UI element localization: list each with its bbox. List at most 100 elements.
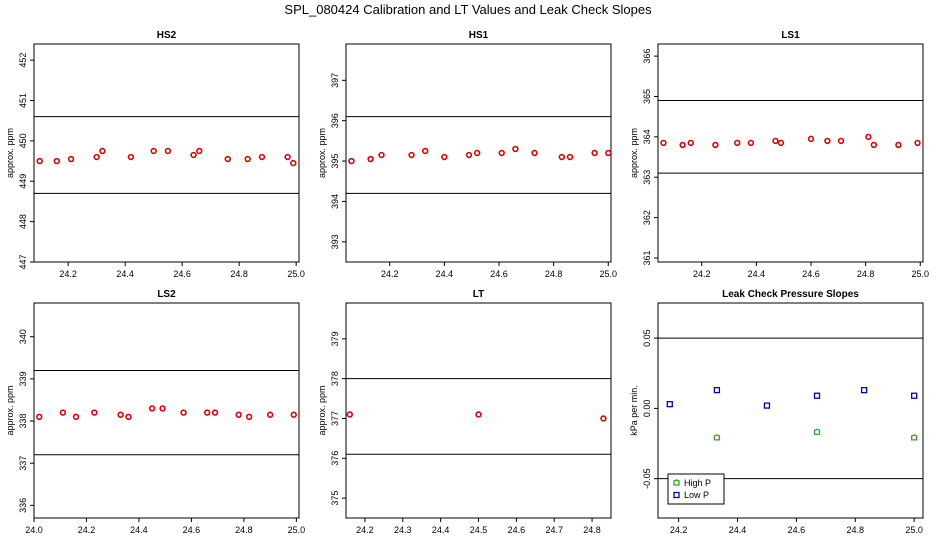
data-point bbox=[244, 155, 251, 163]
y-tick-label: 449 bbox=[18, 174, 28, 189]
y-tick-label: 365 bbox=[642, 89, 652, 104]
x-tick-label: 24.8 bbox=[230, 269, 248, 279]
y-tick-label: 396 bbox=[330, 113, 340, 128]
data-point bbox=[914, 139, 921, 147]
data-point bbox=[164, 147, 172, 155]
data-point bbox=[190, 151, 197, 159]
y-tick-label: 363 bbox=[642, 170, 652, 185]
y-tick-label: 336 bbox=[18, 498, 28, 513]
y-axis-label: kPa per min. bbox=[629, 385, 639, 436]
x-tick-label: 24.8 bbox=[545, 269, 563, 279]
legend-marker bbox=[673, 491, 680, 499]
data-point bbox=[465, 151, 473, 159]
data-point bbox=[679, 141, 686, 149]
data-point bbox=[860, 386, 868, 394]
data-point bbox=[127, 153, 135, 161]
y-tick-label: 0.00 bbox=[642, 400, 652, 418]
x-tick-label: 24.2 bbox=[381, 269, 399, 279]
data-point bbox=[180, 409, 187, 416]
data-point bbox=[196, 147, 203, 155]
data-point bbox=[346, 411, 353, 418]
panel-title: LT bbox=[473, 289, 484, 300]
x-tick-label: 24.4 bbox=[130, 525, 148, 535]
y-tick-label: 0.05 bbox=[642, 329, 652, 347]
panel-title: LS2 bbox=[157, 289, 176, 300]
x-tick-label: 24.6 bbox=[183, 525, 201, 535]
data-point bbox=[865, 133, 872, 141]
data-point bbox=[348, 157, 355, 165]
y-axis-label: approx. ppm bbox=[5, 128, 15, 178]
data-point bbox=[150, 147, 157, 155]
y-axis-label: approx. ppm bbox=[317, 128, 327, 178]
y-tick-label: 366 bbox=[642, 49, 652, 64]
data-point bbox=[763, 402, 771, 409]
x-tick-label: 24.0 bbox=[25, 525, 43, 535]
y-tick-label: 397 bbox=[330, 73, 340, 88]
panel-hs1: HS1 24.2 24.4 24.6 24.8 25.0 393 394 395 396 397 ap… bbox=[317, 30, 617, 279]
x-tick-label: 24.2 bbox=[356, 525, 374, 535]
y-tick-label: 379 bbox=[330, 331, 340, 346]
x-tick-label: 24.8 bbox=[583, 525, 601, 535]
panel-title: LS1 bbox=[781, 30, 800, 41]
y-tick-label: 339 bbox=[18, 371, 28, 386]
y-tick-label: 378 bbox=[330, 371, 340, 386]
data-point bbox=[422, 147, 429, 155]
legend-label: Low P bbox=[684, 490, 709, 500]
x-tick-label: 25.0 bbox=[287, 269, 305, 279]
y-axis-label: approx. ppm bbox=[317, 385, 327, 435]
y-tick-label: 452 bbox=[18, 53, 28, 68]
data-point bbox=[747, 139, 755, 147]
data-point bbox=[772, 137, 779, 145]
data-point bbox=[600, 415, 607, 422]
plot-frame bbox=[345, 302, 612, 519]
x-tick-label: 24.4 bbox=[748, 269, 766, 279]
y-tick-label: 376 bbox=[330, 451, 340, 466]
data-point bbox=[245, 413, 253, 421]
data-point bbox=[591, 149, 598, 157]
data-point bbox=[211, 409, 219, 416]
data-point bbox=[605, 149, 612, 157]
data-point bbox=[870, 141, 878, 149]
data-point bbox=[498, 149, 505, 157]
plot-frame bbox=[33, 302, 300, 519]
x-tick-label: 24.6 bbox=[173, 269, 191, 279]
data-point bbox=[660, 139, 667, 147]
x-tick-label: 24.6 bbox=[508, 525, 526, 535]
panel-lt: LT 24.2 24.3 24.4 24.5 24.6 24.7 24.8 375 376 377 3… bbox=[317, 289, 612, 535]
x-tick-label: 24.8 bbox=[857, 269, 875, 279]
panel-ls2: LS2 24.0 24.2 24.4 24.6 24.8 25.0 336 337 338 339 3… bbox=[5, 289, 305, 535]
data-point bbox=[408, 151, 415, 159]
panel-title: Leak Check Pressure Slopes bbox=[722, 289, 859, 300]
data-point bbox=[441, 153, 448, 161]
data-point bbox=[813, 428, 821, 435]
figure-title: SPL_080424 Calibration and LT Values and… bbox=[284, 2, 652, 17]
legend-marker bbox=[673, 479, 680, 486]
data-point bbox=[475, 411, 482, 418]
data-point bbox=[531, 149, 538, 157]
data-point bbox=[367, 155, 374, 163]
x-tick-label: 24.5 bbox=[470, 525, 488, 535]
panel-leak-check-pressure-slopes: Leak Check Pressure Slopes 24.2 24.4 24.6 24… bbox=[629, 289, 924, 535]
x-tick-label: 24.3 bbox=[394, 525, 412, 535]
data-point bbox=[53, 157, 60, 165]
x-tick-label: 24.2 bbox=[78, 525, 96, 535]
x-tick-label: 24.6 bbox=[490, 269, 508, 279]
y-tick-label: 364 bbox=[642, 129, 652, 144]
x-tick-label: 25.0 bbox=[912, 269, 930, 279]
data-point bbox=[224, 155, 231, 163]
data-point bbox=[93, 153, 100, 161]
data-point bbox=[284, 153, 291, 161]
panel-title: HS2 bbox=[157, 30, 177, 41]
data-point bbox=[148, 405, 156, 412]
data-point bbox=[67, 155, 75, 163]
x-tick-label: 24.7 bbox=[545, 525, 563, 535]
x-tick-label: 24.2 bbox=[693, 269, 711, 279]
y-tick-label: 450 bbox=[18, 133, 28, 148]
x-tick-label: 24.2 bbox=[670, 525, 688, 535]
data-point bbox=[512, 145, 519, 153]
y-tick-label: 337 bbox=[18, 456, 28, 471]
data-point bbox=[911, 434, 918, 441]
y-tick-label: 395 bbox=[330, 154, 340, 169]
data-point bbox=[290, 411, 297, 418]
